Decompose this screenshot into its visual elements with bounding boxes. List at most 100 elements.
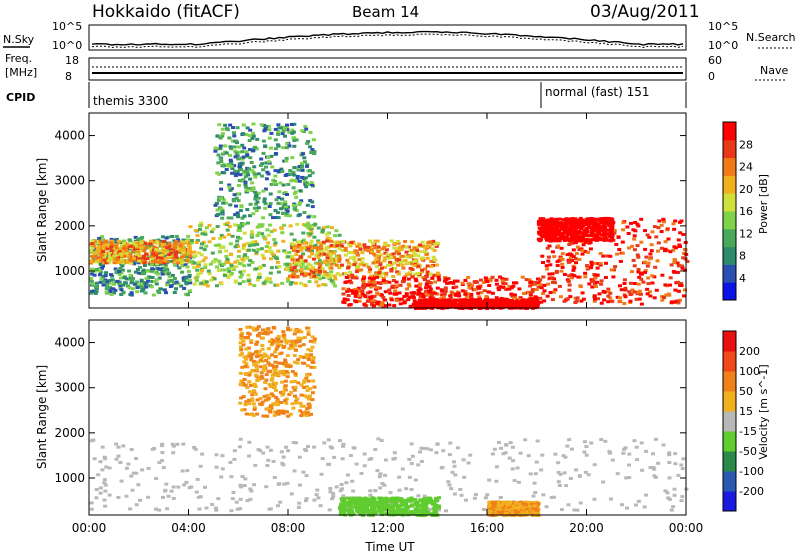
velocity-cell <box>396 504 401 508</box>
power-cell <box>400 254 405 258</box>
velocity-cell <box>274 381 279 385</box>
power-cell <box>536 285 541 289</box>
power-cell <box>587 217 592 221</box>
velocity-cell <box>250 326 255 330</box>
power-cell <box>516 303 521 307</box>
power-cell <box>309 239 314 243</box>
velocity-cell <box>310 335 315 339</box>
power-cell <box>146 279 151 283</box>
power-cell <box>675 270 680 274</box>
power-cell <box>198 224 203 228</box>
power-cell <box>93 291 98 295</box>
power-cell <box>414 284 419 288</box>
power-cell <box>328 273 333 277</box>
power-cell <box>187 248 192 252</box>
power-cell <box>318 263 323 267</box>
velocity-cell <box>104 465 109 469</box>
power-cell <box>597 292 602 296</box>
power-cell <box>672 261 677 264</box>
power-cell <box>423 250 428 254</box>
velocity-cell <box>239 345 243 349</box>
velocity-cell <box>258 449 263 452</box>
nsky-label: N.Sky <box>3 33 35 46</box>
power-cell <box>622 293 627 297</box>
power-cell <box>536 237 541 241</box>
power-cell <box>159 287 163 291</box>
velocity-cell <box>252 363 257 367</box>
power-cell <box>184 255 189 258</box>
power-cell <box>265 170 270 174</box>
power-cell <box>647 235 652 239</box>
power-cell <box>292 138 297 142</box>
velocity-cell <box>265 407 270 411</box>
power-cell <box>412 246 417 250</box>
power-cell <box>215 265 219 269</box>
power-cell <box>286 183 291 186</box>
velocity-cell <box>292 388 297 392</box>
power-cell <box>573 218 578 222</box>
power-cell <box>608 296 613 300</box>
power-cell <box>101 250 105 253</box>
power-cell <box>396 272 401 276</box>
velocity-cell <box>320 457 325 461</box>
power-cell <box>313 246 318 250</box>
velocity-cell <box>400 503 405 507</box>
power-cell <box>118 252 123 256</box>
velocity-cell <box>268 330 273 334</box>
power-cell <box>484 303 489 307</box>
velocity-cell <box>234 500 239 504</box>
power-cell <box>371 298 376 302</box>
power-cell <box>143 291 148 295</box>
power-cell <box>310 200 315 204</box>
power-cell <box>149 269 154 273</box>
power-cell <box>374 265 379 269</box>
power-cell <box>652 225 657 229</box>
velocity-cell <box>265 332 270 336</box>
power-cell <box>241 247 246 250</box>
velocity-cell <box>243 477 248 481</box>
power-cell <box>295 222 300 226</box>
power-cell <box>639 240 644 244</box>
power-cell <box>326 275 331 279</box>
power-cell <box>241 123 246 127</box>
power-cell <box>273 138 278 142</box>
power-cell <box>324 272 329 276</box>
power-cell <box>530 288 535 292</box>
power-cell <box>510 294 515 298</box>
velocity-cell <box>373 489 378 493</box>
velocity-cell <box>404 487 409 491</box>
power-cell <box>216 161 221 165</box>
power-cell <box>283 205 288 209</box>
power-cell <box>504 277 509 281</box>
velocity-cell <box>262 366 266 370</box>
power-cell <box>329 239 334 243</box>
power-cell <box>272 238 277 241</box>
velocity-cell <box>377 496 382 500</box>
power-cell <box>440 293 445 297</box>
power-cell <box>281 183 286 187</box>
power-cell <box>436 241 441 245</box>
power-cell <box>132 262 137 266</box>
power-cell <box>174 287 179 291</box>
power-cell <box>314 280 319 284</box>
velocity-cell <box>281 361 286 365</box>
power-cell <box>249 233 254 237</box>
velocity-cell <box>293 372 298 376</box>
power-cell <box>258 265 263 269</box>
nsky-panel <box>88 24 687 51</box>
velocity-cell <box>330 497 335 501</box>
power-cell <box>125 252 130 255</box>
velocity-cell <box>200 452 205 456</box>
power-cell <box>657 219 662 223</box>
power-cell <box>386 244 391 248</box>
power-cell <box>221 152 226 156</box>
power-cell <box>294 263 299 267</box>
power-cell <box>287 251 292 254</box>
velocity-cell <box>275 398 280 402</box>
power-cell <box>317 266 322 270</box>
power-cell <box>299 163 304 167</box>
velocity-cell <box>348 454 353 457</box>
power-cell <box>615 295 620 299</box>
power-cell <box>241 280 246 284</box>
velocity-cell <box>575 508 580 512</box>
